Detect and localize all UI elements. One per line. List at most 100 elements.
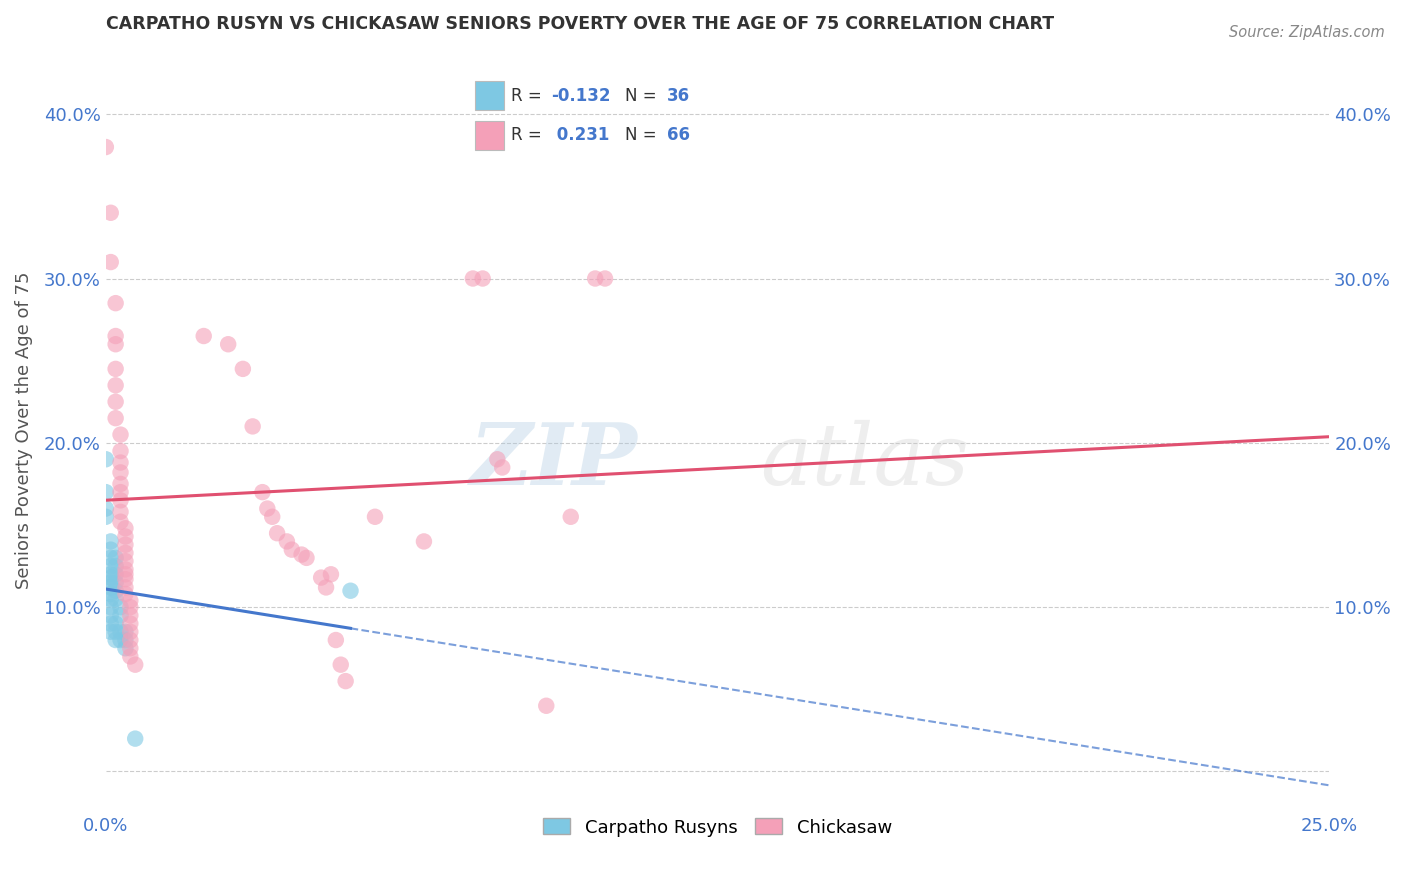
Point — [94, 452, 117, 467]
Point — [110, 466, 132, 480]
Point — [104, 591, 127, 606]
Point — [291, 548, 314, 562]
Point — [100, 600, 122, 615]
Point — [104, 296, 127, 310]
Point — [256, 501, 278, 516]
Point — [114, 572, 136, 586]
Point — [319, 567, 342, 582]
Point — [120, 600, 142, 615]
Point — [94, 509, 117, 524]
Point — [100, 575, 122, 590]
Point — [114, 529, 136, 543]
Point — [100, 534, 122, 549]
Point — [100, 206, 122, 220]
Point — [114, 554, 136, 568]
Point — [100, 550, 122, 565]
Point — [100, 567, 122, 582]
Point — [114, 633, 136, 648]
Point — [262, 509, 284, 524]
Point — [114, 546, 136, 560]
Point — [100, 616, 122, 631]
Point — [104, 624, 127, 639]
Point — [110, 444, 132, 458]
Point — [94, 485, 117, 500]
Point — [276, 534, 298, 549]
Point — [114, 521, 136, 535]
Point — [110, 600, 132, 615]
Text: ZIP: ZIP — [470, 419, 638, 503]
Point — [114, 581, 136, 595]
Point — [104, 616, 127, 631]
Point — [593, 271, 616, 285]
Point — [114, 587, 136, 601]
Text: atlas: atlas — [759, 420, 969, 502]
Point — [110, 493, 132, 508]
Legend: Carpatho Rusyns, Chickasaw: Carpatho Rusyns, Chickasaw — [534, 809, 901, 846]
Point — [217, 337, 239, 351]
Point — [120, 649, 142, 664]
Point — [104, 567, 127, 582]
Point — [104, 559, 127, 574]
Point — [100, 591, 122, 606]
Point — [94, 140, 117, 154]
Point — [295, 550, 318, 565]
Point — [536, 698, 558, 713]
Point — [242, 419, 264, 434]
Text: Source: ZipAtlas.com: Source: ZipAtlas.com — [1229, 25, 1385, 40]
Point — [104, 362, 127, 376]
Point — [114, 538, 136, 552]
Point — [413, 534, 436, 549]
Point — [100, 542, 122, 557]
Point — [110, 624, 132, 639]
Point — [309, 571, 332, 585]
Point — [100, 587, 122, 601]
Point — [114, 567, 136, 582]
Point — [104, 337, 127, 351]
Point — [124, 731, 146, 746]
Point — [110, 456, 132, 470]
Point — [329, 657, 352, 672]
Point — [100, 559, 122, 574]
Point — [100, 608, 122, 623]
Point — [120, 593, 142, 607]
Point — [315, 581, 337, 595]
Point — [104, 411, 127, 425]
Point — [100, 624, 122, 639]
Point — [114, 624, 136, 639]
Point — [120, 616, 142, 631]
Y-axis label: Seniors Poverty Over the Age of 75: Seniors Poverty Over the Age of 75 — [15, 272, 32, 590]
Point — [232, 362, 254, 376]
Point — [114, 641, 136, 656]
Point — [110, 633, 132, 648]
Point — [104, 378, 127, 392]
Point — [104, 394, 127, 409]
Point — [266, 526, 288, 541]
Point — [252, 485, 274, 500]
Point — [104, 575, 127, 590]
Point — [560, 509, 582, 524]
Point — [110, 427, 132, 442]
Point — [110, 485, 132, 500]
Point — [104, 583, 127, 598]
Point — [104, 633, 127, 648]
Point — [335, 674, 357, 689]
Text: CARPATHO RUSYN VS CHICKASAW SENIORS POVERTY OVER THE AGE OF 75 CORRELATION CHART: CARPATHO RUSYN VS CHICKASAW SENIORS POVE… — [105, 15, 1054, 33]
Point — [120, 624, 142, 639]
Point — [461, 271, 484, 285]
Point — [120, 633, 142, 648]
Point — [114, 562, 136, 576]
Point — [100, 255, 122, 269]
Point — [325, 633, 347, 648]
Point — [110, 515, 132, 529]
Point — [193, 329, 215, 343]
Point — [471, 271, 494, 285]
Point — [100, 581, 122, 595]
Point — [100, 571, 122, 585]
Point — [339, 583, 361, 598]
Point — [110, 505, 132, 519]
Point — [281, 542, 304, 557]
Point — [110, 477, 132, 491]
Point — [110, 608, 132, 623]
Point — [583, 271, 606, 285]
Point — [120, 608, 142, 623]
